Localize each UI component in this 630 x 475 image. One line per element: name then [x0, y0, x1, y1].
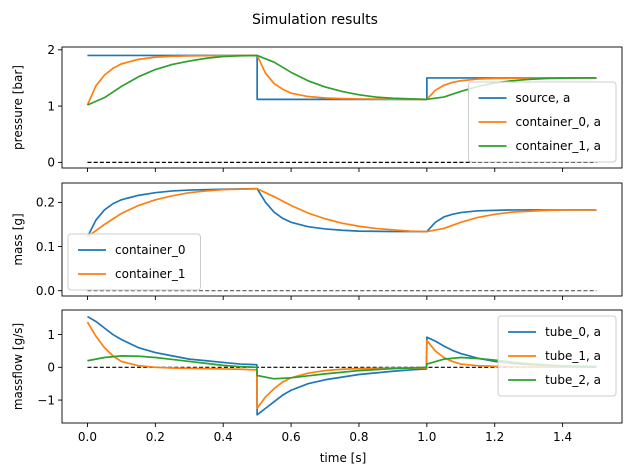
subplot-1: 0 1 2 pressure [bar] source, a container_0, a… [11, 43, 623, 172]
series-line-1 [87, 315, 597, 416]
y-tick-label: 2 [47, 43, 55, 57]
legend-box [497, 315, 617, 397]
y-axis-label: massflow [g/s] [11, 323, 25, 410]
legend-box [468, 81, 617, 163]
legend-box [67, 233, 201, 291]
x-axis-label: time [s] [320, 451, 367, 465]
y-tick-label: 0 [47, 156, 55, 170]
x-tick-label: 0.4 [214, 430, 233, 444]
x-tick-label: 0.8 [349, 430, 368, 444]
y-axis-label: mass [g] [11, 213, 25, 265]
legend-label: container_0 [115, 243, 186, 257]
legend-label: container_0, a [516, 115, 601, 129]
subplot-3: −1 0 1 0.0 0.2 0.4 0.6 0.8 1.0 1.2 1.4 massflow [g/… [11, 309, 623, 444]
x-tick-label: 1.0 [417, 430, 436, 444]
figure-title: Simulation results [252, 12, 378, 28]
axes-frame [61, 309, 623, 424]
legend-label: tube_2, a [545, 373, 601, 387]
y-tick-label: 0 [47, 361, 55, 375]
y-tick-label: 0.0 [36, 284, 55, 298]
axes-frame [61, 46, 623, 169]
x-tick-label: 0.6 [282, 430, 301, 444]
axes-frame [61, 182, 623, 297]
x-tick-label: 0.2 [146, 430, 165, 444]
series-line-2 [86, 321, 597, 410]
y-tick-label: 1 [47, 99, 55, 113]
legend-label: source, a [516, 91, 571, 105]
y-tick-label: 0.1 [36, 240, 55, 254]
legend-label: tube_0, a [545, 325, 601, 339]
series-line-3 [87, 54, 597, 106]
x-tick-label: 0.0 [78, 430, 97, 444]
x-tick-label: 1.2 [485, 430, 504, 444]
series-line-2 [86, 187, 597, 238]
series-group [86, 187, 597, 238]
subplots: 0 1 2 pressure [bar] source, a container_0, a… [11, 43, 623, 444]
legend-label: tube_1, a [545, 349, 601, 363]
y-axis-label: pressure [bar] [11, 65, 25, 150]
series-line-2 [86, 54, 597, 106]
subplot-2: 0.0 0.1 0.2 mass [g] container_0 container_1 [11, 182, 623, 300]
series-line-1 [86, 187, 597, 238]
y-tick-label: −1 [37, 393, 55, 407]
legend: container_0 container_1 [67, 233, 201, 291]
legend: source, a container_0, a container_1, a [468, 81, 617, 163]
legend: tube_0, a tube_1, a tube_2, a [497, 315, 617, 397]
y-tick-label: 0.2 [36, 196, 55, 210]
y-tick-label: 1 [47, 328, 55, 342]
series-group [86, 54, 597, 106]
legend-label: container_1, a [516, 139, 601, 153]
legend-label: container_1 [115, 267, 186, 281]
x-tick-label: 1.4 [553, 430, 572, 444]
